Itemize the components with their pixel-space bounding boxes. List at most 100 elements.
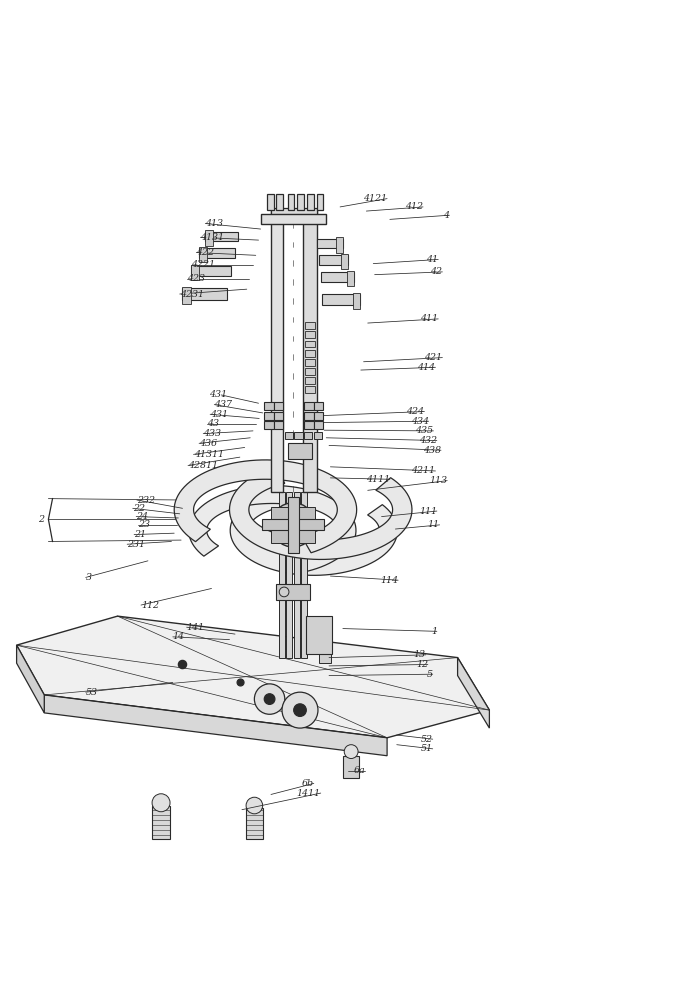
Bar (305, 377, 314, 384)
Bar (271, 208, 316, 215)
Bar (341, 254, 348, 269)
Bar (271, 210, 283, 492)
Text: 5: 5 (427, 670, 433, 679)
Text: 4111: 4111 (366, 475, 390, 484)
Text: 12: 12 (416, 660, 428, 669)
Circle shape (264, 694, 275, 704)
Text: 141: 141 (187, 623, 205, 632)
Text: 53: 53 (86, 688, 98, 697)
Text: 4131: 4131 (201, 233, 224, 242)
Polygon shape (44, 695, 387, 756)
Text: 42811: 42811 (188, 461, 218, 470)
Bar (305, 359, 314, 366)
Text: 114: 114 (380, 576, 398, 585)
Text: 43: 43 (208, 419, 219, 428)
Bar (273, 402, 283, 410)
Text: 41311: 41311 (194, 450, 223, 459)
Circle shape (271, 503, 315, 547)
Text: 4211: 4211 (412, 466, 435, 475)
Bar (305, 368, 314, 375)
Text: 14: 14 (173, 632, 185, 641)
Bar (314, 412, 323, 420)
Text: 23: 23 (138, 520, 150, 529)
Bar (285, 432, 293, 439)
Bar (347, 271, 354, 286)
Text: 431: 431 (209, 390, 227, 399)
Bar (303, 210, 316, 492)
Text: 4221: 4221 (192, 260, 215, 269)
Bar (314, 432, 322, 439)
Circle shape (321, 638, 332, 649)
Polygon shape (457, 658, 489, 728)
Circle shape (279, 587, 289, 597)
Text: 2: 2 (38, 515, 44, 524)
Bar (287, 497, 298, 553)
Text: 421: 421 (425, 353, 442, 362)
Bar (304, 402, 314, 410)
Text: 431: 431 (210, 410, 228, 419)
Circle shape (178, 660, 187, 669)
Text: 422: 422 (196, 248, 214, 257)
Text: 232: 232 (137, 496, 155, 505)
Bar (273, 412, 283, 420)
Bar (322, 294, 360, 305)
Polygon shape (230, 490, 398, 575)
Bar (301, 492, 307, 658)
Text: 21: 21 (134, 530, 146, 539)
Text: 437: 437 (214, 400, 232, 409)
Text: 424: 424 (407, 407, 425, 416)
Circle shape (246, 797, 262, 814)
Bar (306, 616, 332, 654)
Text: 51: 51 (421, 744, 433, 753)
Text: 434: 434 (411, 417, 429, 426)
Bar (261, 214, 326, 224)
Bar (276, 584, 310, 600)
Bar (264, 421, 273, 429)
Text: 231: 231 (127, 540, 145, 549)
Bar (336, 237, 343, 253)
Polygon shape (230, 467, 412, 559)
Bar (183, 287, 191, 304)
Bar (246, 808, 262, 839)
Text: 22: 22 (133, 504, 145, 513)
Bar (273, 421, 283, 429)
Text: 112: 112 (141, 601, 159, 610)
Text: 24: 24 (136, 512, 149, 521)
Bar (276, 194, 283, 210)
Text: 414: 414 (418, 363, 435, 372)
Bar (314, 402, 323, 410)
Text: 13: 13 (414, 650, 426, 659)
Text: 1411: 1411 (297, 789, 321, 798)
Bar (319, 652, 331, 663)
Text: 432: 432 (419, 436, 437, 445)
Bar (305, 331, 314, 338)
Text: 423: 423 (187, 274, 205, 283)
Text: 4121: 4121 (363, 194, 387, 203)
Bar (262, 519, 324, 530)
Bar (343, 756, 359, 778)
Bar (305, 350, 314, 357)
Text: 41: 41 (426, 255, 438, 264)
Bar (287, 443, 312, 459)
Bar (314, 421, 323, 429)
Text: 4: 4 (443, 211, 449, 220)
Bar (271, 529, 289, 543)
Polygon shape (174, 460, 357, 553)
Text: 4231: 4231 (180, 290, 204, 299)
Bar (304, 432, 312, 439)
Text: 3: 3 (86, 573, 92, 582)
Bar (271, 507, 289, 521)
Circle shape (255, 684, 285, 714)
Circle shape (344, 745, 358, 759)
Circle shape (281, 513, 305, 537)
Bar (304, 421, 314, 429)
Bar (191, 265, 199, 280)
Bar (191, 266, 231, 276)
Bar (199, 248, 235, 258)
Circle shape (152, 794, 170, 812)
Text: 113: 113 (429, 476, 447, 485)
Bar (297, 194, 304, 210)
Bar (297, 529, 315, 543)
Text: 438: 438 (423, 446, 441, 455)
Text: 42: 42 (430, 267, 442, 276)
